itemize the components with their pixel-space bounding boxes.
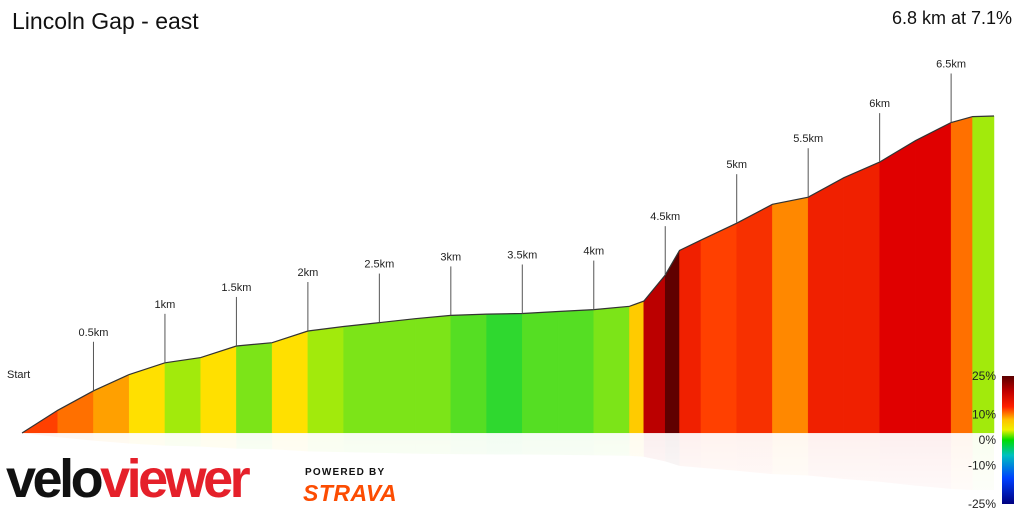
marker-label: 4km — [583, 246, 604, 258]
gradient-segment — [664, 249, 680, 434]
gradient-legend: 25% 10% 0% -10% -25% — [968, 369, 1014, 511]
gradient-segment — [450, 313, 487, 434]
marker-label: 3km — [440, 251, 461, 263]
legend-tick-label: 10% — [972, 407, 996, 421]
gradient-segment — [593, 306, 630, 434]
climb-summary: 6.8 km at 7.1% — [891, 8, 1012, 28]
distance-markers: Start 0.5km 1km 1.5km 2km 2.5km 3km 3.5km 4km 4.5… — [7, 58, 966, 391]
gradient-segment — [679, 239, 702, 434]
powered-by-label: POWERED BY — [305, 467, 386, 478]
marker-label: 6.5km — [936, 58, 966, 70]
chart-title: Lincoln Gap - east — [12, 8, 199, 34]
legend-tick-label: -10% — [968, 459, 996, 473]
legend-tick-label: 25% — [972, 369, 996, 383]
legend-tick-label: -25% — [968, 497, 996, 511]
gradient-segment — [557, 309, 595, 434]
gradient-segment — [57, 390, 94, 434]
profile-reflection — [22, 433, 994, 512]
gradient-segment — [307, 326, 344, 434]
marker-label: 1.5km — [221, 282, 251, 294]
gradient-segment — [915, 122, 952, 434]
gradient-segment — [807, 177, 845, 434]
gradient-segment — [271, 330, 309, 434]
gradient-segment — [643, 274, 666, 434]
strava-logo: STRAVA — [303, 480, 398, 506]
gradient-segment — [522, 311, 559, 434]
gradient-segment — [164, 357, 201, 434]
logo-viewer: viewer — [100, 449, 251, 509]
veloviewer-logo: veloviewer — [6, 449, 251, 509]
marker-label: 6km — [869, 98, 890, 110]
gradient-segment — [879, 140, 916, 434]
gradient-segment — [236, 342, 273, 434]
marker-label: 2km — [297, 267, 318, 279]
gradient-segment — [414, 315, 452, 434]
gradient-segment — [200, 345, 237, 434]
gradient-segment — [843, 161, 880, 434]
marker-label: 1km — [155, 299, 176, 311]
gradient-segments — [21, 115, 995, 434]
gradient-segment — [772, 196, 809, 434]
marker-label: 0.5km — [78, 327, 108, 339]
logo-velo: velo — [6, 449, 104, 509]
reflection-fade — [22, 433, 994, 512]
marker-label: 3.5km — [507, 249, 537, 261]
gradient-segment — [379, 318, 416, 434]
gradient-segment — [700, 222, 737, 434]
marker-label: 5km — [726, 159, 747, 171]
marker-label: 4.5km — [650, 211, 680, 223]
gradient-segment — [629, 300, 645, 434]
marker-label: 2.5km — [364, 259, 394, 271]
legend-color-bar — [1002, 376, 1014, 504]
profile-line — [21, 115, 995, 434]
marker-label: Start — [7, 369, 30, 381]
gradient-segment — [736, 203, 773, 434]
legend-ticks: 25% 10% 0% -10% -25% — [968, 369, 996, 511]
legend-tick-label: 0% — [979, 433, 997, 447]
marker-label: 5.5km — [793, 133, 823, 145]
gradient-segment — [343, 322, 380, 434]
gradient-segment — [486, 313, 523, 434]
profile-outline — [21, 115, 995, 434]
